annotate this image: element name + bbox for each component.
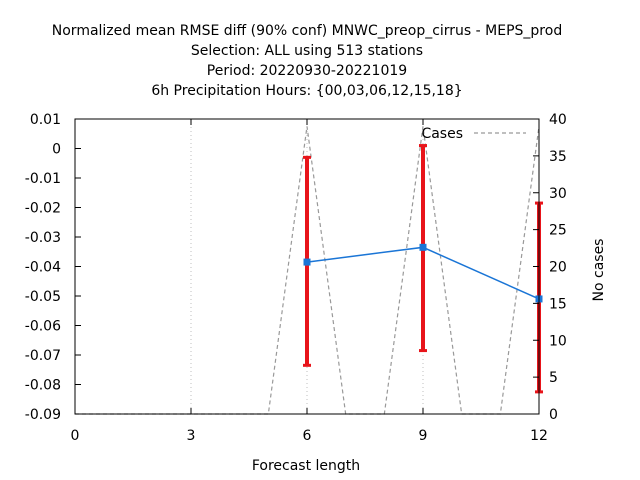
y-tick-label-9: -0.08 xyxy=(25,378,61,394)
x-axis-label: Forecast length xyxy=(252,458,360,474)
y-tick-label-3: -0.02 xyxy=(25,201,61,217)
x-tick-label-3: 9 xyxy=(419,428,428,444)
y-tick-label-2: -0.01 xyxy=(25,171,61,187)
y2-tick-label-4: 20 xyxy=(549,260,567,276)
title-line-4: 6h Precipitation Hours: {00,03,06,12,15,… xyxy=(151,83,462,99)
y2-axis-label: No cases xyxy=(591,239,607,302)
y2-tick-label-0: 40 xyxy=(549,112,567,128)
title-line-2: Selection: ALL using 513 stations xyxy=(191,43,423,59)
title-line-3: Period: 20220930-20221019 xyxy=(207,63,407,79)
title-line-1: Normalized mean RMSE diff (90% conf) MNW… xyxy=(52,23,562,39)
y2-tick-label-5: 15 xyxy=(549,296,567,312)
rmse-diff-point-0 xyxy=(303,258,311,266)
y-tick-label-5: -0.04 xyxy=(25,260,61,276)
y-tick-label-0: 0.01 xyxy=(30,112,61,128)
y2-tick-label-1: 35 xyxy=(549,149,567,165)
legend-label-cases: Cases xyxy=(421,126,463,142)
y-tick-label-1: 0 xyxy=(52,142,61,158)
y-tick-label-8: -0.07 xyxy=(25,348,61,364)
rmse-diff-point-1 xyxy=(419,243,427,251)
y-tick-label-6: -0.05 xyxy=(25,289,61,305)
legend: Cases xyxy=(421,126,526,142)
y2-tick-label-2: 30 xyxy=(549,186,567,202)
x-tick-label-1: 3 xyxy=(187,428,196,444)
error-bars xyxy=(303,144,543,394)
y2-tick-label-7: 5 xyxy=(549,370,558,386)
y2-tick-label-8: 0 xyxy=(549,407,558,423)
y2-tick-label-6: 10 xyxy=(549,333,567,349)
x-tick-label-0: 0 xyxy=(71,428,80,444)
chart-title: Normalized mean RMSE diff (90% conf) MNW… xyxy=(52,23,562,99)
y-tick-label-10: -0.09 xyxy=(25,407,61,423)
x-tick-label-4: 12 xyxy=(530,428,548,444)
x-tick-label-2: 6 xyxy=(303,428,312,444)
y2-tick-label-3: 25 xyxy=(549,223,567,239)
y-tick-label-4: -0.03 xyxy=(25,230,61,246)
axes: 0 3 6 9 12 0.01 0 -0.01 -0.02 -0.03 -0.04 -0.05 -0.0… xyxy=(25,112,567,444)
y-tick-label-7: -0.06 xyxy=(25,319,61,335)
